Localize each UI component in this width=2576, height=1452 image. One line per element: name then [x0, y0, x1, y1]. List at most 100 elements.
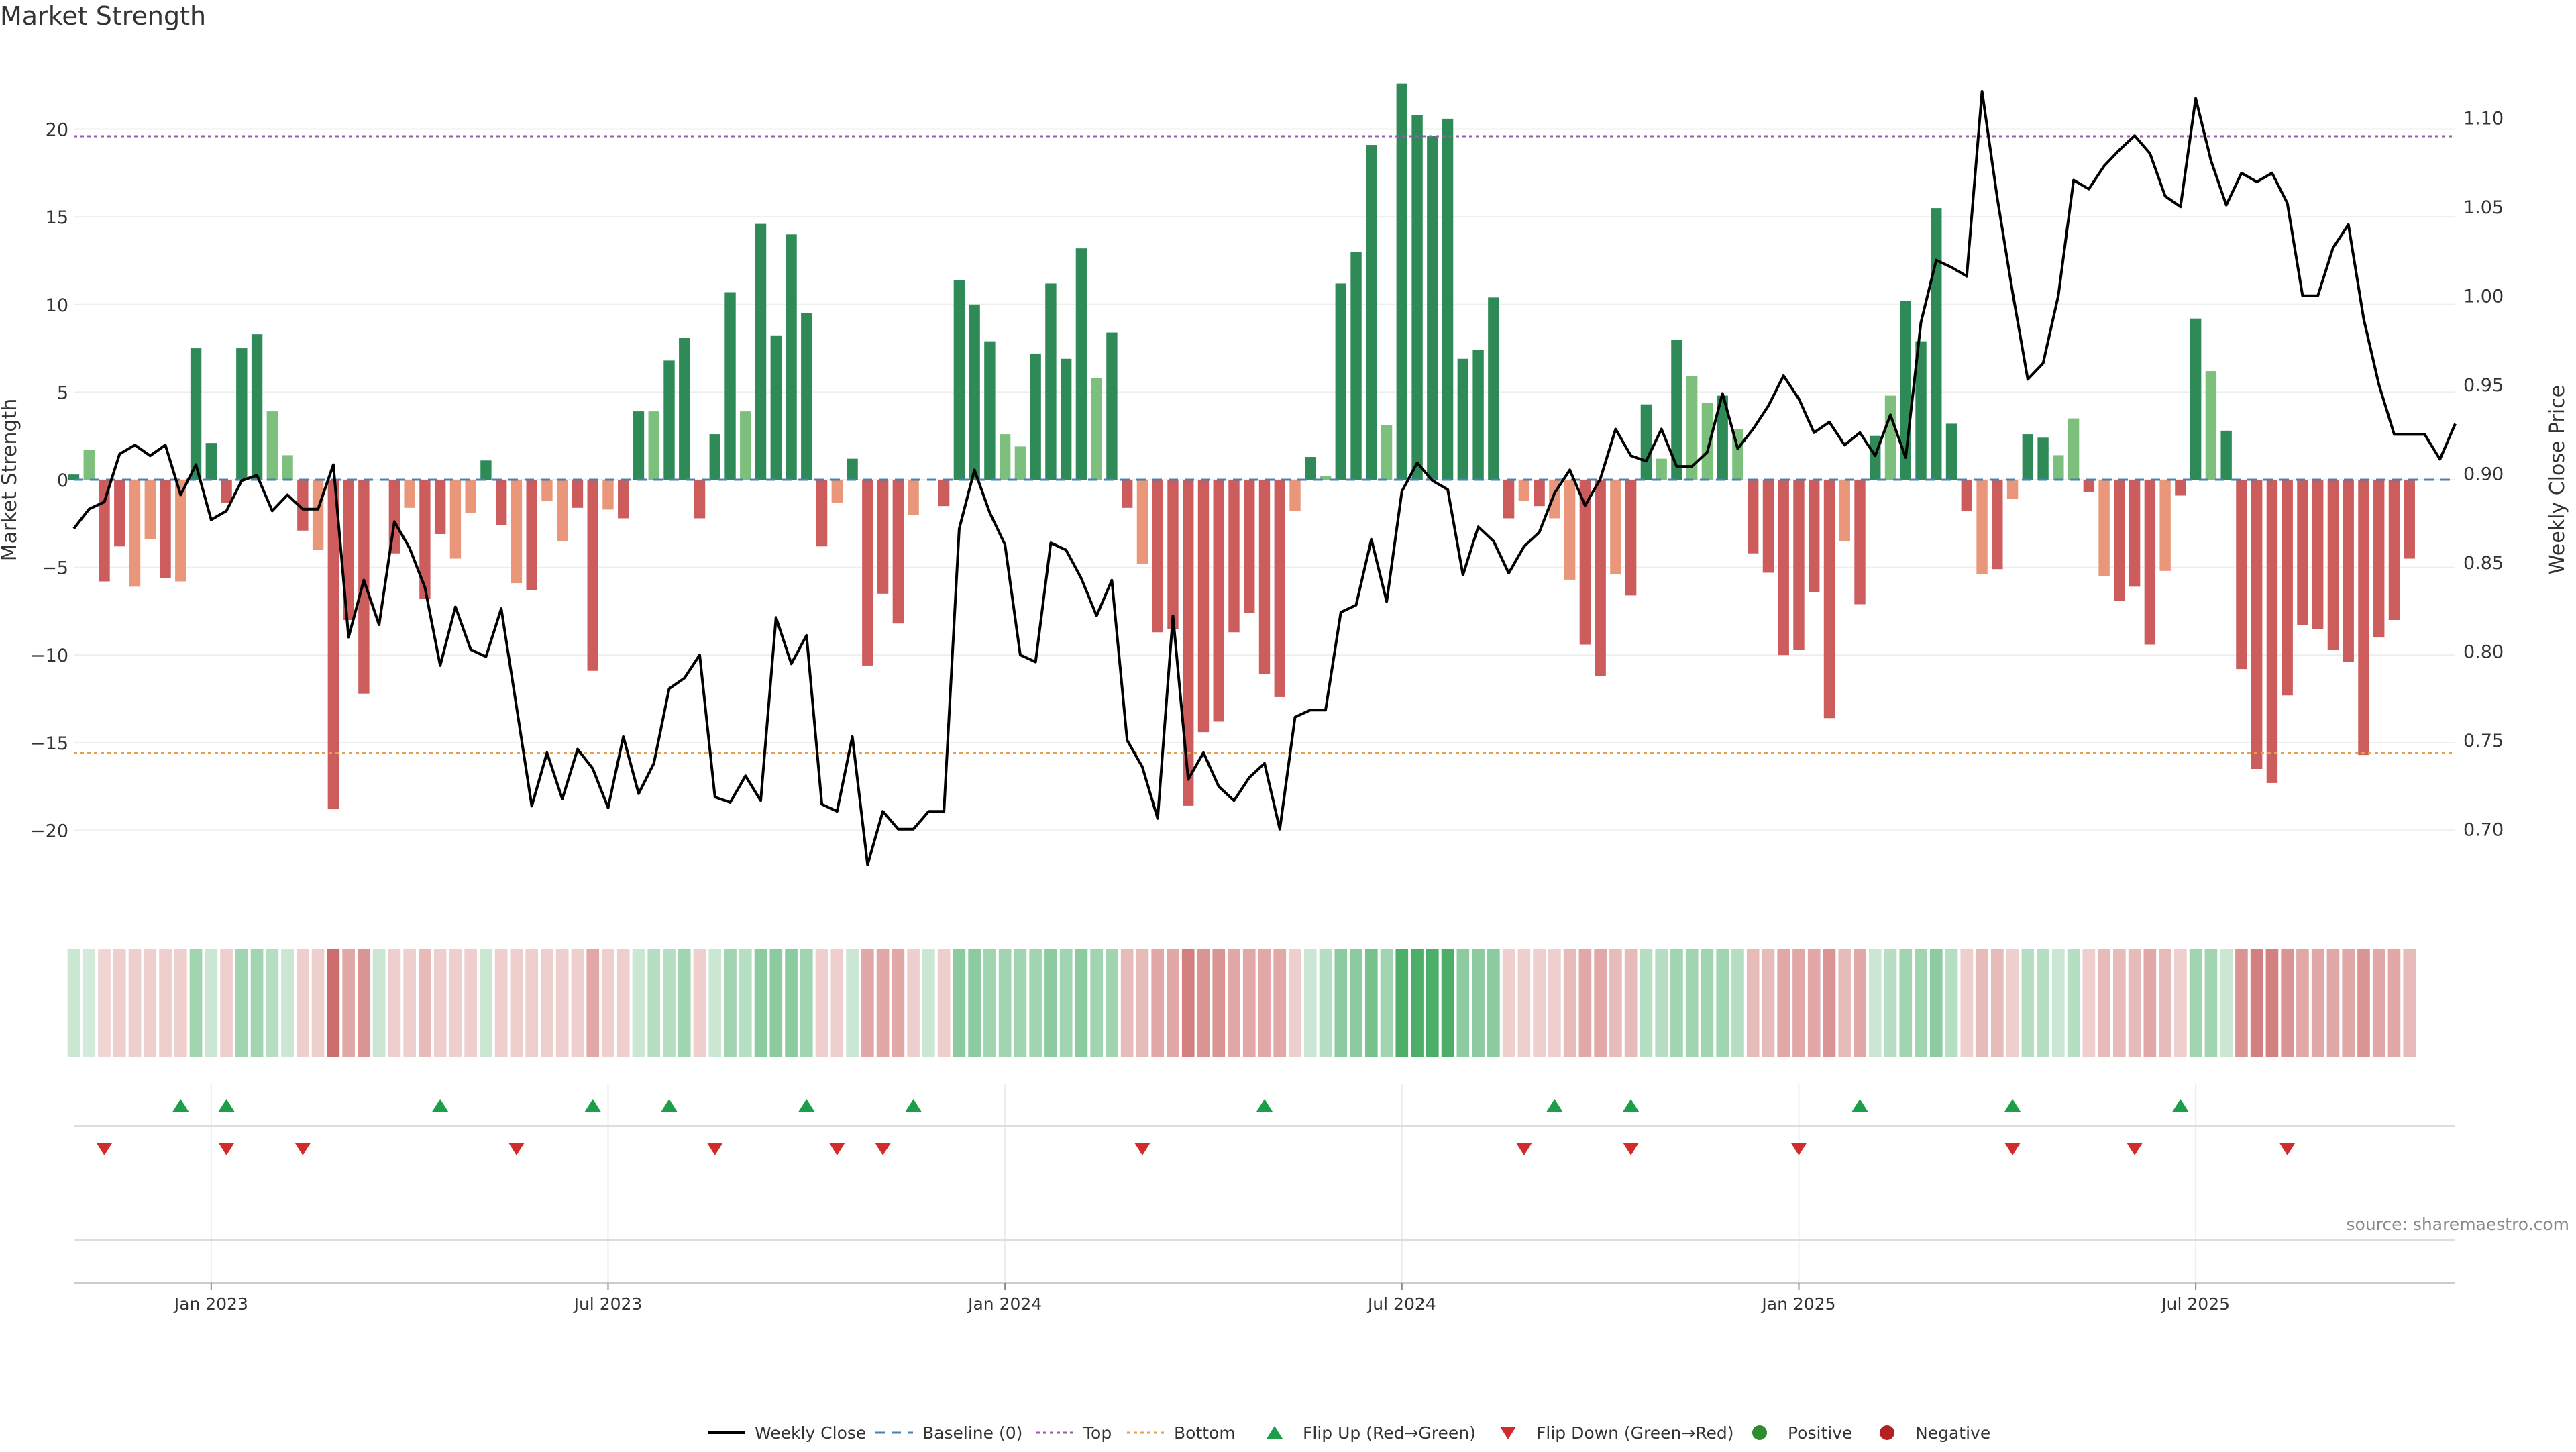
strength-band-cell	[1380, 949, 1393, 1057]
legend-top-label: Top	[1083, 1423, 1112, 1443]
strength-band-cell	[1563, 949, 1576, 1057]
strength-band-cell	[2281, 949, 2294, 1057]
strength-bar-negative	[862, 480, 873, 666]
strength-bar-negative	[2098, 480, 2110, 576]
strength-band-cell	[983, 949, 996, 1057]
strength-bar-negative	[1289, 480, 1301, 512]
flip-up-marker	[432, 1099, 449, 1112]
strength-bar-positive	[1915, 341, 1927, 480]
strength-bar-negative	[1823, 480, 1835, 719]
strength-bar-positive	[969, 304, 980, 480]
strength-bar-negative	[1778, 480, 1789, 656]
strength-band-cell	[480, 949, 492, 1057]
strength-bar-negative	[495, 480, 507, 525]
strength-band-cell	[998, 949, 1012, 1057]
strength-bar-positive	[1411, 115, 1423, 480]
strength-band-cell	[250, 949, 264, 1057]
strength-bar-negative	[2343, 480, 2354, 662]
strength-band-cell	[602, 949, 614, 1057]
strength-bar-negative	[2358, 480, 2369, 756]
strength-bar-positive	[2022, 434, 2034, 480]
strength-band-cell	[2037, 949, 2049, 1057]
strength-bar-positive	[2190, 318, 2202, 480]
strength-bar-positive	[1381, 425, 1393, 480]
flip-down-marker	[1790, 1143, 1807, 1155]
y-right-tick-label: 0.80	[2463, 642, 2504, 663]
strength-band-cell	[311, 949, 325, 1057]
strength-bar-negative	[1244, 480, 1255, 613]
strength-band-cell	[678, 949, 691, 1057]
strength-band-cell	[2067, 949, 2080, 1057]
y-right-tick-label: 1.05	[2463, 197, 2504, 218]
strength-band-cell	[1624, 949, 1638, 1057]
strength-bar-positive	[1350, 252, 1362, 480]
strength-band-cell	[754, 949, 767, 1057]
strength-band-cell	[1181, 949, 1195, 1057]
strength-band-cell	[2098, 949, 2110, 1057]
strength-bar-negative	[2236, 480, 2247, 670]
strength-bar-positive	[1640, 404, 1652, 480]
strength-bar-positive	[801, 313, 812, 480]
strength-band-cell	[953, 949, 966, 1057]
strength-band-cell	[1350, 949, 1362, 1057]
strength-band-cell	[266, 949, 279, 1057]
strength-band-cell	[1762, 949, 1775, 1057]
legend-negative-swatch	[1880, 1425, 1894, 1440]
strength-band-cell	[1854, 949, 1866, 1057]
strength-bar-negative	[1625, 480, 1637, 596]
strength-band-cell	[1945, 949, 1958, 1057]
strength-band-cell	[937, 949, 951, 1057]
strength-band-cell	[1289, 949, 1301, 1057]
strength-band-cell	[1044, 949, 1057, 1057]
legend-bottom-label: Bottom	[1174, 1423, 1236, 1443]
strength-bar-negative	[1793, 480, 1805, 650]
strength-bar-positive	[1320, 476, 1332, 480]
strength-band-cell	[2372, 949, 2385, 1057]
strength-bar-negative	[1564, 480, 1576, 580]
flip-up-marker	[798, 1099, 815, 1112]
legend-weekly-close-label: Weekly Close	[755, 1423, 866, 1443]
strength-band-cell	[128, 949, 142, 1057]
strength-band-cell	[1258, 949, 1271, 1057]
strength-band-cell	[1167, 949, 1179, 1057]
strength-band-cell	[2220, 949, 2233, 1057]
strength-band-cell	[2387, 949, 2401, 1057]
strength-band-cell	[1915, 949, 1927, 1057]
strength-band-cell	[1517, 949, 1531, 1057]
strength-band-cell	[739, 949, 752, 1057]
strength-band-cell	[1609, 949, 1622, 1057]
strength-band-cell	[144, 949, 157, 1057]
strength-bar-positive	[1106, 332, 1118, 480]
strength-band-cell	[1441, 949, 1454, 1057]
x-tick-label: Jul 2023	[573, 1294, 643, 1314]
strength-bar-positive	[663, 360, 675, 480]
strength-bar-positive	[1488, 297, 1499, 480]
strength-band-cell	[2265, 949, 2279, 1057]
strength-bar-positive	[953, 280, 965, 480]
strength-band-cell	[297, 949, 309, 1057]
strength-bar-positive	[1427, 136, 1438, 480]
strength-band-cell	[510, 949, 523, 1057]
strength-bar-negative	[572, 480, 584, 508]
strength-bar-negative	[877, 480, 889, 594]
strength-band-cell	[1670, 949, 1683, 1057]
flip-up-marker	[584, 1099, 601, 1112]
strength-band-cell	[67, 949, 80, 1057]
strength-bar-negative	[1534, 480, 1545, 507]
strength-bar-negative	[2144, 480, 2156, 645]
strength-band-cell	[189, 949, 203, 1057]
strength-band-cell	[632, 949, 645, 1057]
strength-bar-positive	[786, 234, 797, 480]
strength-bar-negative	[434, 480, 446, 534]
strength-bar-negative	[1762, 480, 1774, 573]
strength-bar-negative	[160, 480, 171, 578]
strength-bar-negative	[1839, 480, 1850, 541]
strength-band-cell	[1426, 949, 1439, 1057]
y-left-tick-label: −20	[30, 821, 68, 841]
legend-baseline-label: Baseline (0)	[922, 1423, 1022, 1443]
strength-band-cell	[113, 949, 126, 1057]
strength-bar-positive	[1701, 403, 1713, 480]
strength-bar-positive	[2053, 455, 2064, 480]
strength-band-cell	[647, 949, 661, 1057]
